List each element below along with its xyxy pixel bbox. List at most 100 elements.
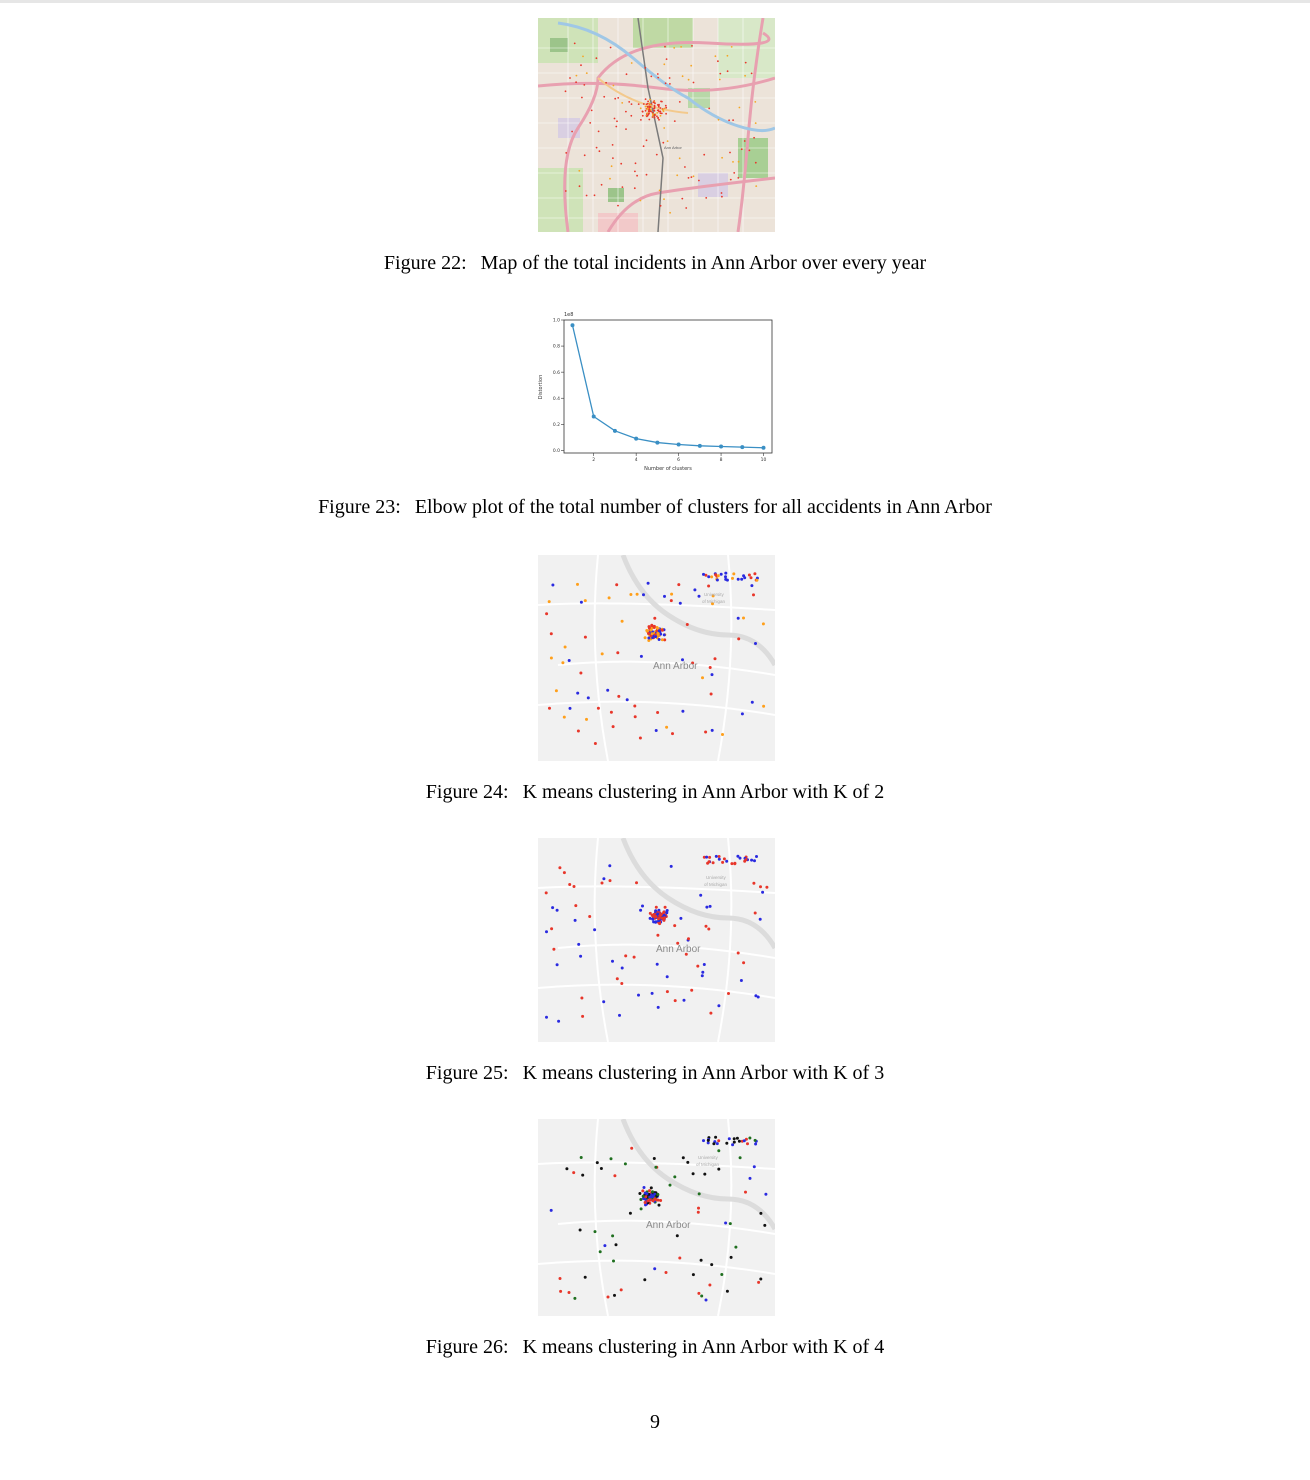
incident-dot xyxy=(671,732,674,736)
incident-dot xyxy=(662,910,666,914)
incident-dot xyxy=(752,881,756,885)
incident-dot xyxy=(656,112,659,114)
incident-dot xyxy=(699,893,703,897)
incident-dot xyxy=(755,855,758,858)
incident-dot xyxy=(686,1160,690,1164)
incident-dot xyxy=(583,154,586,157)
incident-dot xyxy=(650,108,652,111)
incident-dot xyxy=(744,74,746,77)
incident-dot xyxy=(648,118,651,121)
incident-dot xyxy=(708,666,712,669)
incident-dot xyxy=(578,1228,582,1232)
incident-dot xyxy=(653,110,656,112)
incident-dot xyxy=(557,1019,561,1023)
incident-dot xyxy=(724,571,728,575)
incident-dot xyxy=(551,906,555,910)
incident-dot xyxy=(577,942,581,946)
incident-dot xyxy=(641,1194,645,1198)
incident-dot xyxy=(690,176,693,179)
incident-dot xyxy=(737,637,741,641)
incident-dot xyxy=(551,583,555,587)
elbow-series-line xyxy=(571,325,764,449)
incident-dot xyxy=(609,710,613,714)
incident-dot xyxy=(643,1197,647,1201)
incident-dot xyxy=(658,118,660,121)
incident-dot xyxy=(615,125,618,128)
incident-dot xyxy=(648,1198,652,1202)
incident-dot xyxy=(628,101,631,103)
incident-dot xyxy=(720,192,723,194)
incident-dot xyxy=(645,103,648,106)
incident-dot xyxy=(581,96,583,99)
incident-dot xyxy=(617,97,620,99)
incident-dot xyxy=(564,190,567,192)
incident-dot xyxy=(681,75,684,78)
x-tick-label: 8 xyxy=(720,457,723,463)
incident-dot xyxy=(547,600,551,604)
elbow-point xyxy=(697,443,702,448)
incident-dot xyxy=(738,856,742,860)
incident-dot xyxy=(656,1005,660,1009)
incident-dot xyxy=(657,76,660,79)
incident-dot xyxy=(715,1142,719,1146)
incident-dot xyxy=(656,912,660,916)
incident-dot xyxy=(676,941,680,945)
incident-dot xyxy=(704,924,708,928)
incident-dot xyxy=(598,150,601,153)
figure-25-label: Figure 25: xyxy=(425,1062,509,1084)
incident-dot xyxy=(758,917,762,921)
incident-dot xyxy=(717,1004,721,1008)
incident-dot xyxy=(642,145,645,148)
incident-dot xyxy=(639,107,642,110)
incident-dot xyxy=(744,1137,748,1141)
incident-dot xyxy=(744,858,748,862)
incident-dot xyxy=(575,81,577,84)
figure-25-caption: Figure 25: K means clustering in Ann Arbo… xyxy=(0,1062,1310,1085)
incident-dot xyxy=(658,189,661,192)
incident-dot xyxy=(655,962,659,966)
incident-dot xyxy=(646,581,650,585)
incident-dot xyxy=(719,572,723,576)
incident-dot xyxy=(607,596,611,600)
incident-dot xyxy=(736,577,740,581)
incident-dot xyxy=(673,999,677,1003)
elbow-point xyxy=(634,436,639,441)
incident-dot xyxy=(648,112,650,115)
incident-dot xyxy=(705,905,709,909)
incident-dot xyxy=(717,1167,721,1171)
incident-dot xyxy=(678,101,681,103)
incident-dot xyxy=(632,955,636,959)
incident-dot xyxy=(740,148,743,151)
incident-dot xyxy=(571,130,573,133)
incident-dot xyxy=(611,1234,615,1238)
incident-dot xyxy=(748,1136,752,1140)
incident-dot xyxy=(673,1175,677,1179)
page-number: 9 xyxy=(650,1411,660,1433)
incident-dot xyxy=(611,959,614,963)
incident-dot xyxy=(708,107,711,110)
incident-dot xyxy=(578,169,581,172)
incident-dot xyxy=(762,704,766,708)
incident-dot xyxy=(648,1189,651,1193)
incident-dot xyxy=(728,119,730,122)
incident-dot xyxy=(662,633,666,637)
incident-dot xyxy=(657,638,661,641)
incident-dot xyxy=(645,629,649,632)
incident-dot xyxy=(661,109,664,111)
incident-dot xyxy=(675,1234,679,1238)
incident-dot xyxy=(572,885,576,888)
incident-dot xyxy=(673,120,676,122)
map22-city-label: Ann Arbor xyxy=(664,145,682,150)
incident-dot xyxy=(717,1139,721,1143)
incident-dot xyxy=(711,594,715,598)
incident-dot xyxy=(664,82,667,85)
incident-dot xyxy=(703,153,706,156)
incident-dot xyxy=(729,1255,733,1259)
incident-dot xyxy=(717,1149,721,1153)
incident-dot xyxy=(660,916,664,920)
incident-dot xyxy=(732,572,736,576)
incident-dot xyxy=(711,861,715,865)
incident-dot xyxy=(657,629,661,633)
incident-dot xyxy=(641,1189,645,1193)
figure-25-cluster-map: Ann Arbor University of Michigan xyxy=(538,838,775,1042)
